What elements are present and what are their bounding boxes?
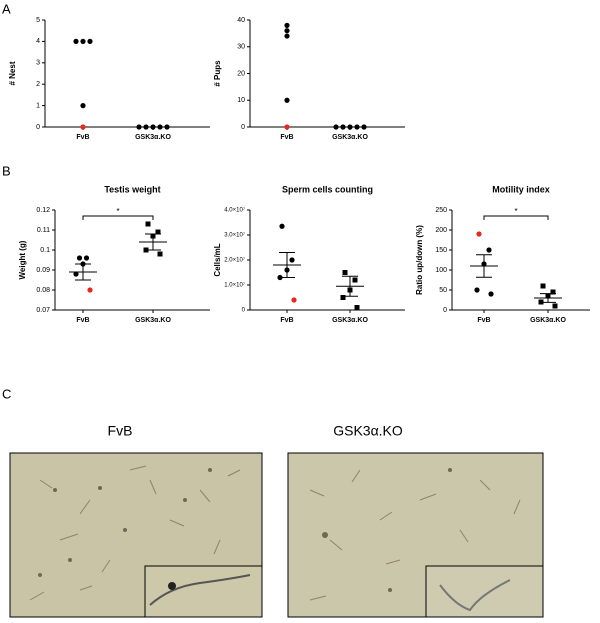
- significance-bracket: [83, 216, 153, 220]
- x-tick-label: FvB: [280, 317, 293, 324]
- y-tick-label: 3: [36, 60, 40, 67]
- data-point: [289, 257, 294, 262]
- data-point: [361, 124, 366, 129]
- data-point: [476, 231, 481, 236]
- y-tick-label: 150: [435, 247, 447, 254]
- x-tick-label: GSK3α.KO: [135, 317, 171, 324]
- y-tick-label: 50: [439, 287, 447, 294]
- data-point: [333, 124, 338, 129]
- y-tick-label: 1: [36, 102, 40, 109]
- data-point: [291, 297, 296, 302]
- chart-title: Testis weight: [104, 184, 160, 194]
- data-point: [284, 23, 289, 28]
- data-point: [157, 124, 162, 129]
- y-tick-label: 0.12: [36, 207, 50, 214]
- data-point: [143, 124, 148, 129]
- y-tick-label: 3.0×10⁷: [224, 232, 245, 239]
- micrograph: [10, 453, 262, 617]
- y-tick-label: 0.08: [36, 287, 50, 294]
- panel-label: C: [2, 386, 11, 401]
- data-point: [340, 124, 345, 129]
- y-axis-label: # Pups: [213, 60, 222, 87]
- data-point: [284, 33, 289, 38]
- significance-bracket: [484, 216, 548, 220]
- data-point: [353, 278, 358, 283]
- x-tick-label: FvB: [76, 134, 89, 141]
- y-tick-label: 10: [237, 97, 245, 104]
- y-axis-label: # Nest: [8, 61, 17, 85]
- y-tick-label: 0.07: [36, 307, 50, 314]
- y-tick-label: 0: [443, 307, 447, 314]
- y-axis-label: Weight (g): [18, 240, 27, 279]
- x-tick-label: FvB: [280, 134, 293, 141]
- data-point: [136, 124, 141, 129]
- data-point: [150, 124, 155, 129]
- panel-label: B: [2, 163, 11, 178]
- y-tick-label: 20: [237, 70, 245, 77]
- data-point: [355, 305, 360, 310]
- data-point: [488, 291, 493, 296]
- data-point: [553, 304, 558, 309]
- data-point: [158, 252, 163, 257]
- data-point: [474, 287, 479, 292]
- panel-label: A: [2, 1, 11, 16]
- image-label: FvB: [108, 423, 133, 439]
- y-axis-label: Cells/mL: [213, 243, 222, 276]
- y-tick-label: 0.11: [37, 227, 50, 234]
- data-point: [80, 124, 85, 129]
- y-tick-label: 40: [237, 17, 245, 24]
- y-tick-label: 4.0×10⁷: [224, 207, 245, 214]
- x-tick-label: FvB: [477, 317, 490, 324]
- y-tick-label: 2.0×10⁷: [224, 257, 245, 264]
- data-point: [80, 39, 85, 44]
- data-point: [80, 103, 85, 108]
- y-tick-label: 0: [36, 124, 40, 131]
- y-tick-label: 1.0×10⁷: [224, 282, 245, 289]
- y-tick-label: 250: [435, 207, 447, 214]
- data-point: [284, 28, 289, 33]
- data-point: [146, 222, 151, 227]
- data-point: [284, 124, 289, 129]
- data-point: [164, 124, 169, 129]
- x-tick-label: GSK3α.KO: [332, 317, 368, 324]
- y-tick-label: 5: [36, 17, 40, 24]
- data-point: [347, 124, 352, 129]
- x-tick-label: GSK3α.KO: [332, 134, 368, 141]
- y-tick-label: 100: [435, 267, 447, 274]
- significance-label: *: [514, 207, 517, 216]
- x-tick-label: FvB: [76, 317, 89, 324]
- data-point: [279, 224, 284, 229]
- chart-title: Motility index: [492, 184, 550, 194]
- data-point: [84, 255, 89, 260]
- y-tick-label: 0.1: [40, 247, 50, 254]
- data-point: [343, 270, 348, 275]
- y-axis-label: Ratio up/down (%): [415, 225, 424, 295]
- y-tick-label: 4: [36, 38, 40, 45]
- data-point: [354, 124, 359, 129]
- image-label: GSK3α.KO: [333, 423, 403, 439]
- data-point: [284, 98, 289, 103]
- data-point: [87, 39, 92, 44]
- data-point: [87, 287, 92, 292]
- y-tick-label: 0: [241, 124, 245, 131]
- chart-title: Sperm cells counting: [282, 184, 373, 194]
- data-point: [541, 284, 546, 289]
- y-tick-label: 2: [36, 81, 40, 88]
- data-point: [77, 255, 82, 260]
- significance-label: *: [116, 207, 119, 216]
- micrograph: [288, 453, 543, 617]
- y-tick-label: 200: [435, 227, 447, 234]
- data-point: [73, 39, 78, 44]
- y-tick-label: 0.09: [36, 267, 50, 274]
- data-point: [486, 247, 491, 252]
- y-tick-label: 0: [242, 308, 246, 314]
- y-tick-label: 30: [237, 44, 245, 51]
- x-tick-label: GSK3α.KO: [530, 317, 566, 324]
- x-tick-label: GSK3α.KO: [135, 134, 171, 141]
